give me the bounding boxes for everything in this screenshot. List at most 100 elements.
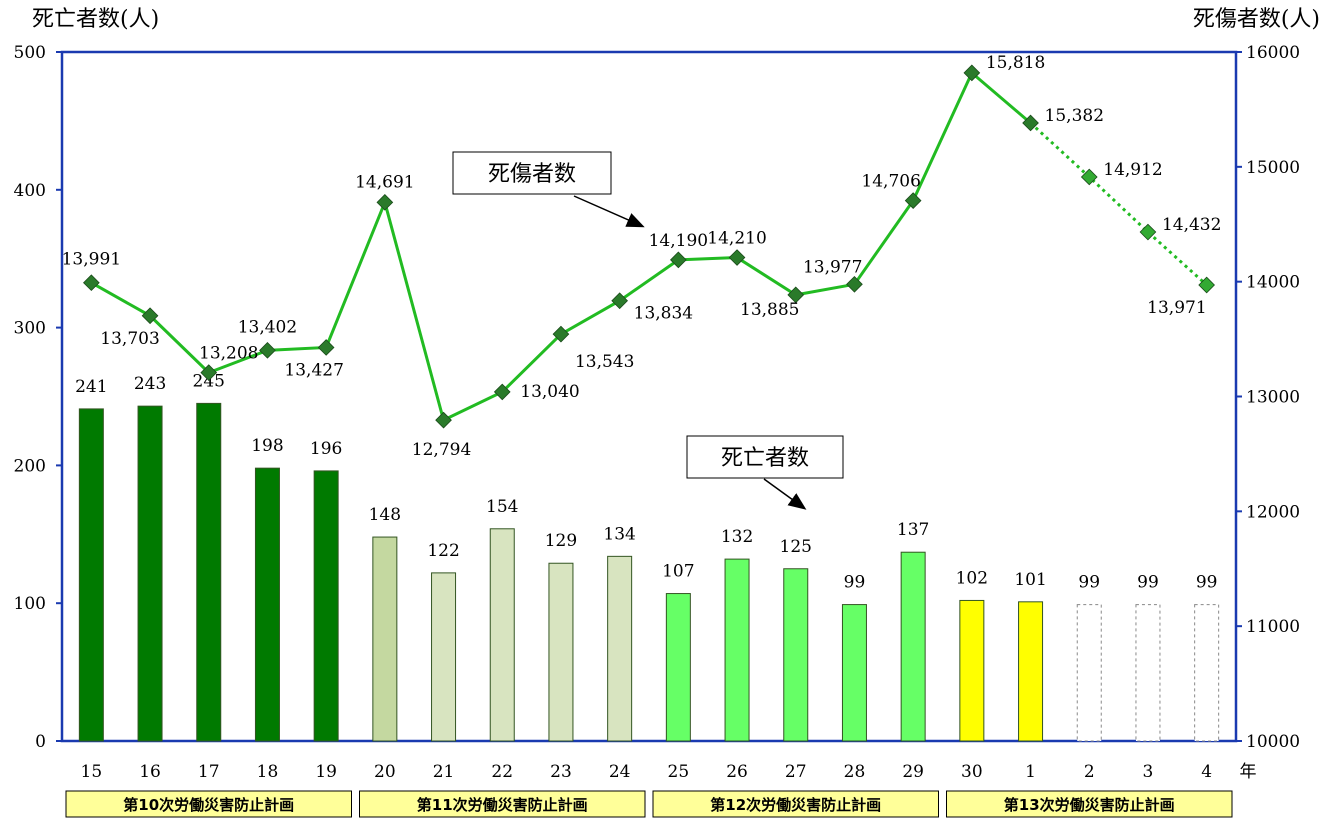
x-tick-label: 24 — [609, 762, 631, 782]
left-axis-title: 死亡者数(人) — [32, 7, 160, 32]
x-tick-label: 19 — [315, 762, 337, 782]
x-tick-label: 1 — [1025, 762, 1036, 782]
casualty-marker — [904, 192, 922, 209]
casualty-marker — [376, 193, 394, 211]
casualty-line — [90, 70, 1032, 423]
casualty-value-label: 13,427 — [284, 360, 343, 380]
death-bar — [783, 568, 809, 742]
casualty-callout-label: 死傷者数 — [488, 162, 576, 187]
death-value-label: 129 — [545, 531, 577, 551]
casualty-marker — [963, 64, 981, 82]
death-value-label: 101 — [1014, 570, 1046, 590]
x-tick-label: 28 — [844, 762, 866, 782]
x-tick-label: 2 — [1084, 762, 1095, 782]
right-tick-label: 16000 — [1246, 43, 1300, 63]
plan-label: 第10次労働災害防止計画 — [123, 796, 294, 814]
plan-box — [946, 790, 1233, 818]
casualty-marker — [1198, 276, 1215, 294]
x-unit-label: 年 — [1240, 762, 1257, 782]
x-tick-label: 22 — [491, 762, 513, 782]
x-tick-label: 26 — [726, 762, 748, 782]
plan-box — [65, 790, 352, 818]
death-bar — [1135, 604, 1161, 742]
death-bar — [959, 599, 985, 742]
death-bar — [548, 562, 574, 742]
casualty-value-label: 14,912 — [1103, 160, 1162, 180]
casualty-callout-box — [452, 151, 612, 195]
death-value-label: 125 — [780, 537, 812, 557]
death-value-label: 198 — [251, 436, 283, 456]
death-bar — [724, 558, 750, 742]
plan-box — [652, 790, 939, 818]
right-axis-title: 死傷者数(人) — [1192, 7, 1320, 32]
death-bar — [665, 593, 691, 742]
death-bar — [1018, 601, 1044, 742]
casualty-value-label: 14,210 — [707, 229, 766, 249]
death-bar — [254, 467, 280, 742]
death-bar — [607, 555, 633, 742]
x-tick-label: 4 — [1201, 762, 1212, 782]
x-tick-label: 30 — [961, 762, 983, 782]
death-bar — [1194, 604, 1220, 742]
death-value-label: 107 — [662, 562, 694, 582]
plan-label: 第13次労働災害防止計画 — [1004, 796, 1175, 814]
casualty-value-label: 13,703 — [100, 329, 159, 349]
casualty-value-label: 14,432 — [1162, 215, 1221, 235]
casualty-value-label: 13,977 — [803, 257, 862, 277]
death-bar — [841, 604, 867, 742]
casualty-marker — [670, 251, 687, 269]
death-value-label: 245 — [193, 371, 225, 391]
death-bar — [431, 572, 457, 742]
casualty-value-label: 14,190 — [649, 231, 708, 251]
death-bar — [137, 405, 163, 742]
casualty-marker — [259, 341, 276, 359]
left-tick-label: 500 — [14, 43, 46, 63]
x-tick-label: 23 — [550, 762, 572, 782]
death-bar — [372, 536, 398, 742]
death-bar — [78, 408, 104, 742]
casualty-value-label: 15,382 — [1045, 106, 1104, 126]
casualty-value-label: 12,794 — [412, 440, 471, 460]
right-tick-label: 11000 — [1246, 617, 1300, 637]
death-value-label: 99 — [1137, 573, 1159, 593]
death-value-label: 99 — [1196, 573, 1218, 593]
left-tick-label: 300 — [14, 319, 46, 339]
plot-frame — [60, 50, 1238, 743]
x-tick-label: 21 — [433, 762, 455, 782]
death-value-label: 148 — [369, 505, 401, 525]
death-value-label: 132 — [721, 527, 753, 547]
death-bar — [900, 551, 926, 742]
casualty-value-label: 13,402 — [238, 317, 297, 337]
death-value-label: 243 — [134, 374, 166, 394]
casualty-marker — [846, 275, 863, 293]
death-callout-arrow — [763, 478, 807, 510]
x-tick-label: 15 — [81, 762, 103, 782]
death-bar — [196, 402, 222, 742]
x-tick-label: 25 — [668, 762, 690, 782]
casualty-marker — [493, 383, 511, 401]
x-tick-label: 17 — [198, 762, 220, 782]
casualty-value-label: 13,208 — [199, 344, 258, 364]
casualty-value-label: 13,834 — [634, 304, 693, 324]
death-bar — [313, 470, 339, 742]
right-tick-label: 12000 — [1246, 502, 1300, 522]
casualty-marker — [317, 339, 335, 356]
casualty-marker — [728, 249, 746, 266]
casualty-value-label: 13,543 — [575, 352, 634, 372]
x-tick-label: 29 — [902, 762, 924, 782]
death-value-label: 154 — [486, 497, 518, 517]
casualty-value-label: 13,040 — [520, 382, 579, 402]
casualty-callout-arrow — [573, 195, 645, 228]
right-tick-label: 14000 — [1246, 273, 1300, 293]
plan-box — [359, 790, 646, 818]
casualty-value-label: 15,818 — [986, 53, 1045, 73]
casualty-marker — [83, 274, 100, 292]
casualty-marker — [200, 364, 218, 381]
plan-label: 第11次労働災害防止計画 — [417, 796, 588, 814]
death-bar — [1076, 604, 1102, 742]
death-value-label: 102 — [956, 568, 988, 588]
death-value-label: 99 — [844, 573, 866, 593]
x-tick-label: 16 — [139, 762, 161, 782]
casualty-marker — [1022, 114, 1039, 132]
